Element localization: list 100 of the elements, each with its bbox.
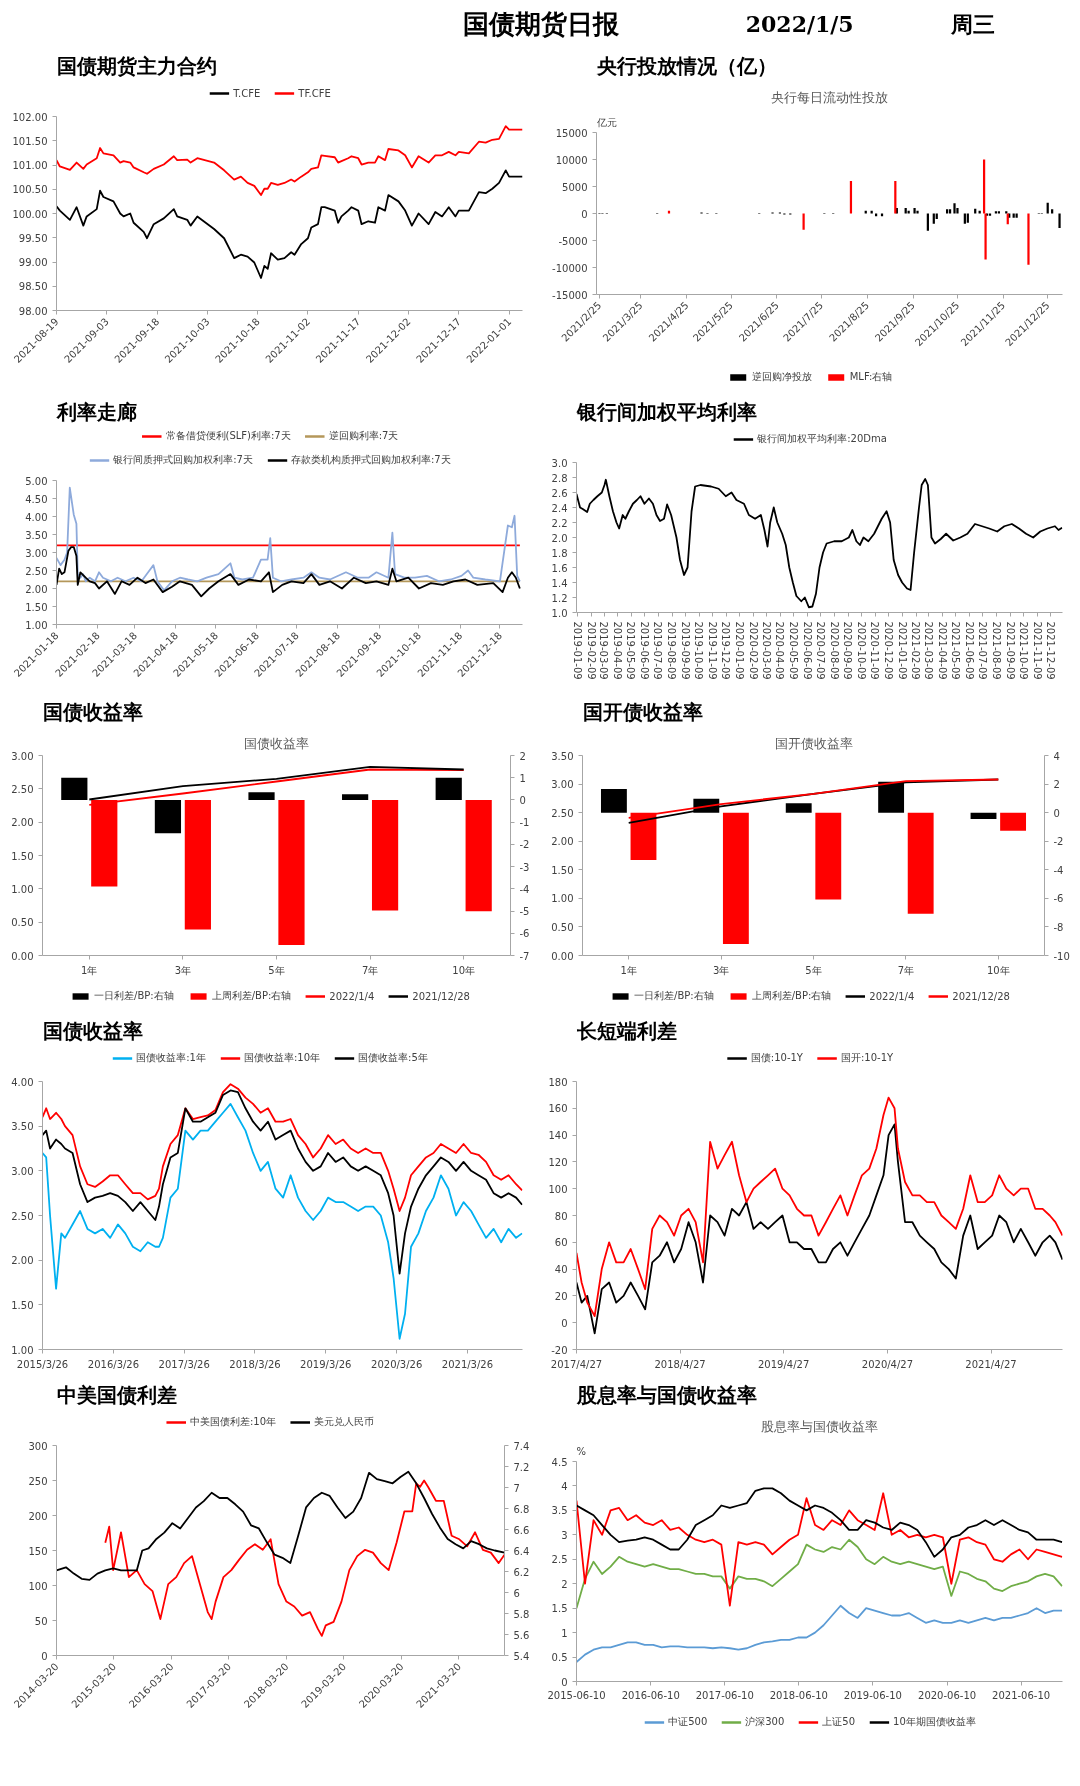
y-tick-label: 1.00	[11, 883, 34, 895]
bar	[948, 209, 952, 214]
bar	[342, 794, 369, 800]
x-tick-label: 2021-12-09	[1044, 621, 1056, 680]
x-tick-label: 2020/3/26	[371, 1358, 423, 1370]
chart-title: 央行投放情况（亿）	[595, 53, 777, 78]
y-tick-label: 0	[561, 1676, 568, 1688]
line-series	[56, 546, 521, 598]
y-tick-label: 180	[548, 1076, 568, 1088]
y-tick-label: 1.2	[551, 592, 568, 604]
y-tick-label: -10000	[552, 262, 588, 274]
legend-label: 一日利差/BP:右轴	[634, 989, 714, 1003]
y2-tick-label: -2	[1053, 836, 1064, 848]
y-tick-label: -15000	[552, 289, 588, 301]
legend-label: 上证50	[822, 1715, 856, 1729]
y-tick-label: 20	[554, 1290, 568, 1302]
y-tick-label: 80	[554, 1210, 568, 1222]
y-axis-title: %	[576, 1445, 587, 1457]
text: 周三	[949, 10, 995, 37]
x-tick-label: 1年	[620, 964, 637, 976]
bar	[904, 208, 907, 214]
y2-tick-label: 6.2	[513, 1566, 530, 1578]
y-tick-label: 2.50	[11, 1210, 34, 1222]
y-tick-label: 5000	[562, 181, 588, 193]
y-tick-label: 2.50	[25, 565, 48, 577]
y-tick-label: 3.00	[11, 750, 34, 762]
y-tick-label: 1.5	[551, 1603, 568, 1615]
y-tick-label: 102.00	[12, 111, 48, 123]
y-tick-label: 4	[561, 1480, 568, 1492]
y2-tick-label: 6	[513, 1587, 520, 1599]
legend-label: 国债收益率:5年	[358, 1051, 428, 1065]
y-tick-label: 0.5	[551, 1652, 568, 1664]
x-tick-label: 2019-06-10	[843, 1689, 902, 1701]
bar	[465, 799, 492, 912]
bar	[600, 789, 627, 813]
chart-title: 国债期货主力合约	[56, 53, 217, 78]
x-tick-label: 2015-06-10	[547, 1689, 606, 1701]
y2-tick-label: -5	[519, 906, 530, 918]
x-tick-label: 2018-06-10	[769, 1689, 828, 1701]
y-tick-label: 2.50	[551, 807, 574, 819]
chart-title: 利率走廊	[55, 399, 137, 424]
bar	[907, 812, 934, 914]
bar	[815, 812, 842, 900]
y-tick-label: -5000	[558, 235, 588, 247]
x-tick-label: 2019-10-09	[693, 621, 705, 680]
y-tick-label: 0	[581, 208, 588, 220]
y-tick-label: 100	[548, 1183, 568, 1195]
x-tick-label: 2021-10-09	[1017, 621, 1029, 680]
y-tick-label: 10000	[555, 154, 588, 166]
legend-label: TF.CFE	[298, 87, 331, 99]
x-tick-label: 2020-01-09	[733, 621, 745, 680]
y-tick-label: 300	[28, 1440, 48, 1452]
x-tick-label: 2020-04-09	[774, 621, 786, 680]
x-tick-label: 5年	[268, 964, 285, 976]
legend-label: 银行间质押式回购加权利率:7天	[113, 453, 253, 467]
line-series	[56, 125, 523, 196]
line-series	[576, 1538, 1063, 1610]
line-series	[56, 1470, 505, 1581]
y-tick-label: 120	[548, 1156, 568, 1168]
y2-tick-label: -4	[519, 883, 530, 895]
y-tick-label: 0	[41, 1650, 48, 1662]
x-tick-label: 10年	[452, 964, 476, 976]
y-tick-label: 2.00	[25, 583, 48, 595]
y-tick-label: 100	[28, 1580, 48, 1592]
chart-title: 国债收益率	[42, 1018, 143, 1043]
y-tick-label: 2.6	[551, 487, 568, 499]
line-series	[576, 478, 1063, 609]
line-series	[576, 1492, 1063, 1607]
y-tick-label: 3.00	[25, 547, 48, 559]
y-tick-label: 1.6	[551, 562, 568, 574]
y-tick-label: 5.00	[25, 475, 48, 487]
y-tick-label: 40	[554, 1264, 568, 1276]
y-tick-label: 2.8	[551, 472, 568, 484]
legend-label: 中证500	[668, 1715, 708, 1729]
y2-tick-label: -1	[519, 817, 530, 829]
bar	[895, 208, 898, 214]
y-tick-label: 2	[561, 1578, 568, 1590]
legend-label: 逆回购净投放	[751, 370, 812, 384]
bar	[435, 777, 462, 800]
x-tick-label: 2019-12-09	[720, 621, 732, 680]
x-tick-label: 2021-05-09	[949, 621, 961, 680]
chart-title: 中美国债利差	[56, 1382, 177, 1407]
line-series	[42, 1089, 523, 1275]
y-tick-label: 2.50	[11, 783, 34, 795]
y2-tick-label: 5.4	[513, 1650, 530, 1662]
x-tick-label: 2021-01-09	[896, 621, 908, 680]
y-tick-label: 1.0	[551, 607, 568, 619]
y2-tick-label: 2	[1053, 779, 1060, 791]
text: 国债期货日报	[462, 8, 620, 39]
x-tick-label: 2020-08-09	[828, 621, 840, 680]
y-tick-label: 4.50	[25, 493, 48, 505]
y2-tick-label: 7	[513, 1482, 520, 1494]
y-tick-label: 0.50	[11, 917, 34, 929]
line-series	[42, 1102, 523, 1340]
x-tick-label: 2015/3/26	[16, 1358, 69, 1370]
y-tick-label: 200	[28, 1510, 48, 1522]
x-tick-label: 7年	[897, 964, 915, 976]
bar	[1027, 213, 1030, 265]
x-tick-label: 2019-03-09	[598, 621, 610, 680]
bar	[184, 799, 211, 930]
